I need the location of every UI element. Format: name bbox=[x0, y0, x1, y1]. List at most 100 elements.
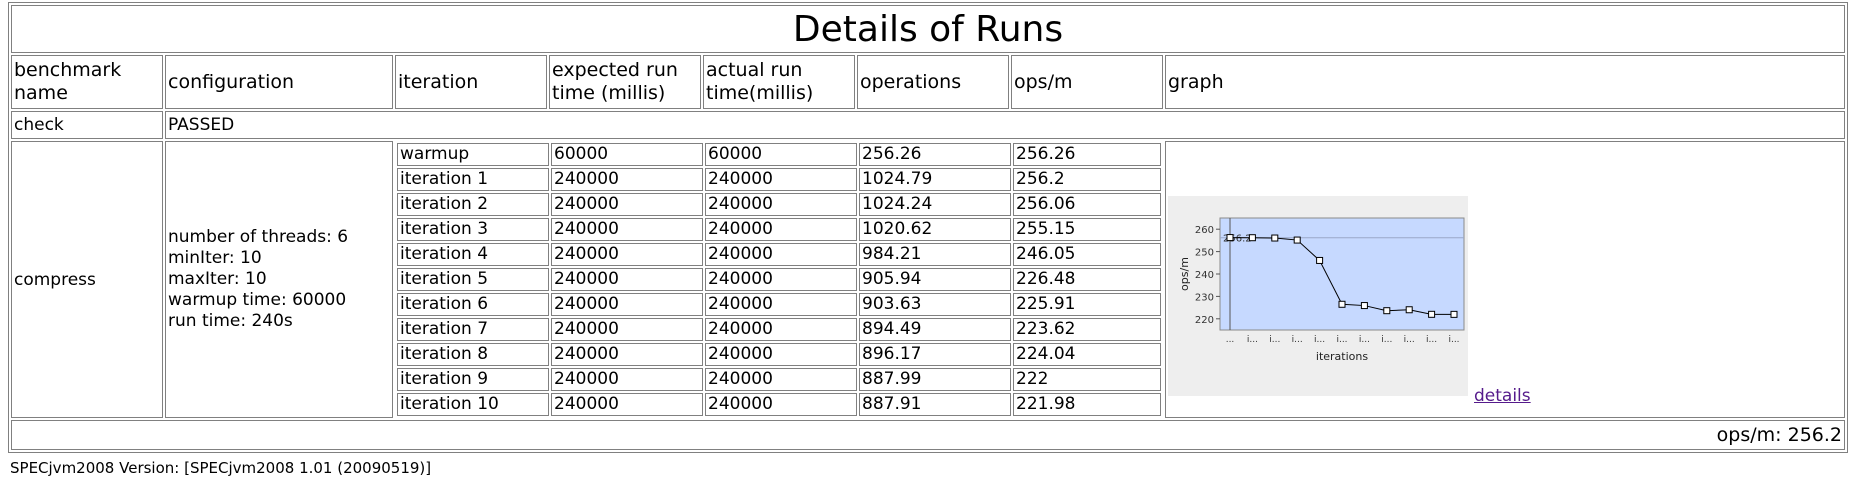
y-tick-label: 260 bbox=[1195, 225, 1214, 236]
x-axis-label: iterations bbox=[1316, 350, 1368, 363]
header-ops-per-minute: ops/m bbox=[1011, 55, 1163, 109]
actual-run-time: 240000 bbox=[705, 268, 857, 291]
y-tick-label: 230 bbox=[1195, 292, 1214, 303]
config-min-iter: minIter: 10 bbox=[168, 248, 262, 268]
benchmark-configuration: number of threads: 6 minIter: 10 maxIter… bbox=[165, 141, 393, 418]
iteration-name: warmup bbox=[397, 143, 549, 166]
x-tick-label: i... bbox=[1269, 335, 1280, 345]
actual-run-time: 240000 bbox=[705, 293, 857, 316]
x-tick-label: ... bbox=[1226, 335, 1235, 345]
operations: 903.63 bbox=[859, 293, 1011, 316]
data-point bbox=[1316, 256, 1324, 264]
expected-run-time: 240000 bbox=[551, 193, 703, 216]
iteration-row: warmup 60000 60000 256.26 256.26 bbox=[397, 143, 1161, 166]
ops-chart: 256.2 220 230 240 250 260... i... i... i... i... i… bbox=[1178, 217, 1465, 363]
page: Details of Runs benchmark name configura… bbox=[8, 2, 1848, 477]
header-expected-run-time: expected run time (millis) bbox=[549, 55, 701, 109]
ops-per-minute: 256.2 bbox=[1013, 168, 1161, 191]
data-point bbox=[1293, 236, 1301, 244]
expected-run-time: 240000 bbox=[551, 268, 703, 291]
header-graph: graph bbox=[1165, 55, 1845, 109]
actual-run-time: 240000 bbox=[705, 318, 857, 341]
iteration-name: iteration 9 bbox=[397, 368, 549, 391]
x-tick-label: i... bbox=[1314, 335, 1325, 345]
x-tick-label: i... bbox=[1448, 335, 1459, 345]
expected-run-time: 240000 bbox=[551, 293, 703, 316]
iteration-row: iteration 3 240000 240000 1020.62 255.15 bbox=[397, 218, 1161, 241]
operations: 256.26 bbox=[859, 143, 1011, 166]
iteration-row: iteration 5 240000 240000 905.94 226.48 bbox=[397, 268, 1161, 291]
operations: 894.49 bbox=[859, 318, 1011, 341]
iteration-name: iteration 2 bbox=[397, 193, 549, 216]
data-point bbox=[1405, 305, 1413, 313]
operations: 896.17 bbox=[859, 343, 1011, 366]
iteration-row: iteration 1 240000 240000 1024.79 256.2 bbox=[397, 168, 1161, 191]
x-tick-label: i... bbox=[1404, 335, 1415, 345]
iteration-row: iteration 8 240000 240000 896.17 224.04 bbox=[397, 343, 1161, 366]
ops-per-minute: 221.98 bbox=[1013, 393, 1161, 416]
iteration-row: iteration 6 240000 240000 903.63 225.91 bbox=[397, 293, 1161, 316]
actual-run-time: 60000 bbox=[705, 143, 857, 166]
config-max-iter: maxIter: 10 bbox=[168, 269, 267, 289]
expected-run-time: 240000 bbox=[551, 393, 703, 416]
header-operations: operations bbox=[857, 55, 1009, 109]
benchmark-name: compress bbox=[11, 141, 163, 418]
expected-run-time: 240000 bbox=[551, 318, 703, 341]
header-benchmark-name: benchmark name bbox=[11, 55, 163, 109]
iteration-name: iteration 8 bbox=[397, 343, 549, 366]
y-tick-label: 240 bbox=[1195, 270, 1214, 281]
expected-run-time: 60000 bbox=[551, 143, 703, 166]
expected-run-time: 240000 bbox=[551, 243, 703, 266]
x-tick-label: i... bbox=[1292, 335, 1303, 345]
iteration-name: iteration 1 bbox=[397, 168, 549, 191]
data-point bbox=[1248, 233, 1256, 241]
header-iteration: iteration bbox=[395, 55, 547, 109]
runs-table: Details of Runs benchmark name configura… bbox=[8, 2, 1848, 453]
actual-run-time: 240000 bbox=[705, 243, 857, 266]
data-point bbox=[1226, 233, 1234, 241]
x-tick-label: i... bbox=[1359, 335, 1370, 345]
expected-run-time: 240000 bbox=[551, 218, 703, 241]
iteration-row: iteration 2 240000 240000 1024.24 256.06 bbox=[397, 193, 1161, 216]
ops-per-minute: 256.26 bbox=[1013, 143, 1161, 166]
data-point bbox=[1428, 310, 1436, 318]
operations: 905.94 bbox=[859, 268, 1011, 291]
iteration-name: iteration 5 bbox=[397, 268, 549, 291]
data-point bbox=[1338, 300, 1346, 308]
expected-run-time: 240000 bbox=[551, 368, 703, 391]
header-actual-run-time: actual run time(millis) bbox=[703, 55, 855, 109]
details-link[interactable]: details bbox=[1474, 385, 1531, 406]
plot-area bbox=[1219, 217, 1465, 330]
x-tick-label: i... bbox=[1381, 335, 1392, 345]
iteration-row: iteration 4 240000 240000 984.21 246.05 bbox=[397, 243, 1161, 266]
summary-footer: ops/m: 256.2 bbox=[11, 420, 1845, 450]
actual-run-time: 240000 bbox=[705, 193, 857, 216]
iteration-name: iteration 7 bbox=[397, 318, 549, 341]
actual-run-time: 240000 bbox=[705, 393, 857, 416]
operations: 1024.24 bbox=[859, 193, 1011, 216]
data-point bbox=[1271, 234, 1279, 242]
iteration-name: iteration 6 bbox=[397, 293, 549, 316]
data-point bbox=[1360, 301, 1368, 309]
benchmark-row: compress number of threads: 6 minIter: 1… bbox=[11, 141, 1845, 418]
iteration-row: iteration 7 240000 240000 894.49 223.62 bbox=[397, 318, 1161, 341]
ops-per-minute: 255.15 bbox=[1013, 218, 1161, 241]
graph-cell: 256.2 220 230 240 250 260... i... i... i... i... i… bbox=[1165, 141, 1845, 418]
operations: 1020.62 bbox=[859, 218, 1011, 241]
iteration-name: iteration 4 bbox=[397, 243, 549, 266]
ops-per-minute: 225.91 bbox=[1013, 293, 1161, 316]
check-row: check PASSED bbox=[11, 111, 1845, 139]
operations: 984.21 bbox=[859, 243, 1011, 266]
ops-per-minute: 256.06 bbox=[1013, 193, 1161, 216]
y-tick-label: 250 bbox=[1195, 247, 1214, 258]
iteration-row: iteration 10 240000 240000 887.91 221.98 bbox=[397, 393, 1161, 416]
expected-run-time: 240000 bbox=[551, 168, 703, 191]
ops-per-minute: 223.62 bbox=[1013, 318, 1161, 341]
actual-run-time: 240000 bbox=[705, 368, 857, 391]
operations: 887.99 bbox=[859, 368, 1011, 391]
y-axis-label: ops/m bbox=[1178, 257, 1191, 291]
ops-chart-panel: 256.2 220 230 240 250 260... i... i... i... i... i… bbox=[1168, 195, 1468, 396]
config-threads: number of threads: 6 bbox=[168, 227, 349, 247]
